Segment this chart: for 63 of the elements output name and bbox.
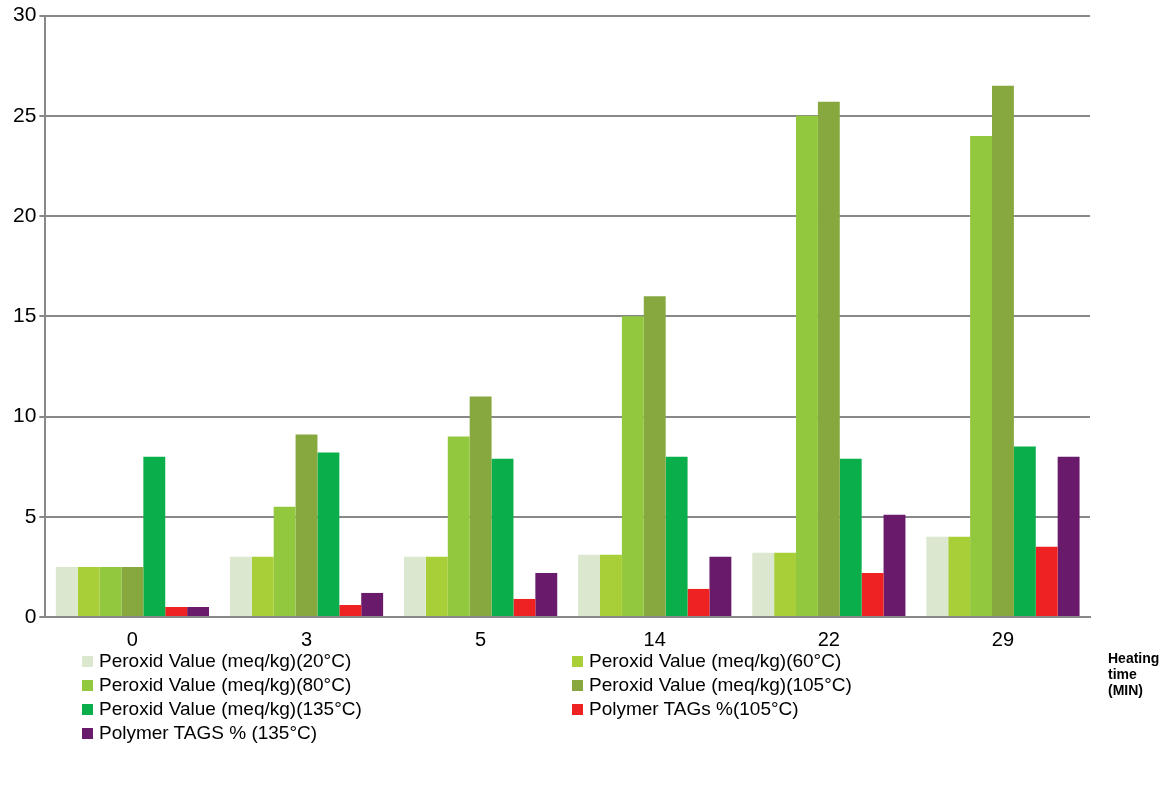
bar — [643, 296, 666, 616]
y-tick-label: 25 — [13, 102, 37, 126]
bar — [926, 536, 949, 616]
y-tick-label: 20 — [13, 202, 37, 226]
x-tick-label: 22 — [817, 627, 840, 650]
legend-label: Polymer TAGS % (135°C) — [99, 722, 318, 744]
x-axis-title: Heating time (MIN) — [1108, 650, 1161, 698]
bar — [143, 456, 166, 616]
bar — [752, 552, 775, 616]
bar — [229, 556, 252, 616]
bar — [187, 606, 210, 616]
x-tick-label: 0 — [126, 627, 138, 650]
bar — [578, 554, 601, 616]
bar — [295, 434, 318, 616]
bar — [817, 101, 840, 616]
legend-label: Polymer TAGs %(105°C) — [589, 698, 799, 720]
legend-label: Peroxid Value (meq/kg)(135°C) — [99, 698, 362, 720]
bar — [251, 556, 274, 616]
bar — [970, 135, 992, 616]
bar — [839, 458, 862, 616]
bar — [165, 606, 188, 616]
bar — [1013, 446, 1036, 616]
bar — [665, 456, 688, 616]
bar — [948, 536, 971, 616]
bar — [404, 556, 426, 616]
bar — [447, 436, 470, 616]
x-tick-label: 29 — [991, 627, 1015, 650]
bar — [55, 566, 78, 616]
bar — [687, 588, 710, 616]
bar — [600, 554, 622, 616]
bar — [273, 506, 296, 616]
x-tick-label: 14 — [643, 627, 666, 650]
bar — [361, 592, 384, 616]
bar — [796, 115, 818, 616]
bar — [1057, 456, 1080, 616]
bar — [1035, 546, 1058, 616]
bar — [774, 552, 797, 616]
bar — [339, 604, 362, 616]
y-tick-label: 15 — [13, 303, 37, 327]
legend-label: Peroxid Value (meq/kg)(20°C) — [99, 650, 352, 672]
legend-label: Peroxid Value (meq/kg)(80°C) — [99, 674, 352, 696]
bar — [535, 572, 558, 616]
bar — [883, 514, 906, 616]
bar — [709, 556, 732, 616]
y-tick-label: 10 — [13, 403, 37, 427]
legend-label: Peroxid Value (meq/kg)(60°C) — [589, 650, 842, 672]
x-tick-label: 3 — [300, 627, 313, 650]
y-tick-label: 5 — [24, 503, 37, 527]
bar — [992, 85, 1014, 616]
bar — [513, 598, 536, 616]
bar — [121, 566, 144, 616]
y-tick-label: 30 — [13, 2, 37, 26]
bar — [491, 458, 514, 616]
x-tick-label: 5 — [475, 627, 487, 650]
bar — [317, 452, 340, 616]
legend-label: Peroxid Value (meq/kg)(105°C) — [589, 674, 852, 696]
bar — [861, 572, 884, 616]
bar — [621, 316, 644, 616]
bar — [469, 396, 492, 616]
y-tick-label: 0 — [24, 603, 37, 627]
bar — [99, 566, 122, 616]
bar — [425, 556, 448, 616]
bar — [77, 566, 100, 616]
